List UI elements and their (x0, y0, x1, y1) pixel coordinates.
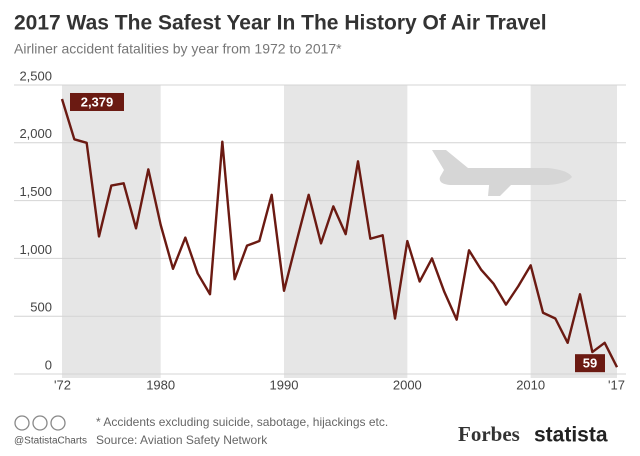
license-icons (14, 415, 66, 431)
x-tick-label: '72 (54, 377, 71, 392)
x-tick-label: 1980 (146, 377, 175, 392)
y-tick-label: 500 (30, 300, 52, 315)
value-label-box (70, 92, 124, 111)
brand-forbes: Forbes (458, 422, 520, 446)
source: Source: Aviation Safety Network (96, 433, 268, 447)
value-label: 59 (583, 356, 597, 371)
decade-band (530, 85, 617, 378)
y-tick-label: 0 (45, 357, 52, 372)
x-tick-label: 2000 (393, 377, 422, 392)
airplane-icon (432, 150, 572, 196)
x-tick-label: 2010 (516, 377, 545, 392)
x-tick-label: 1990 (270, 377, 299, 392)
y-tick-label: 1,000 (19, 242, 52, 257)
chart-title: 2017 Was The Safest Year In The History … (14, 12, 547, 35)
handle: @StatistaCharts (14, 436, 87, 447)
series-line (60, 98, 619, 368)
chart-subtitle: Airliner accident fatalities by year fro… (14, 41, 342, 57)
y-tick-label: 2,500 (19, 68, 52, 83)
bands (62, 85, 617, 378)
y-tick-label: 1,500 (19, 184, 52, 199)
value-label-box (575, 354, 605, 373)
footnote: * Accidents excluding suicide, sabotage,… (96, 415, 388, 429)
brand-statista: statista (534, 424, 608, 447)
value-label: 2,379 (81, 94, 114, 109)
x-tick-label: '17 (608, 377, 625, 392)
decade-band (62, 85, 161, 378)
grid: 0 500 1,000 1,500 2,000 2,500 '72 1980 1990 2000 2… (14, 68, 626, 392)
y-tick-label: 2,000 (19, 126, 52, 141)
plot: 2,379 59 (60, 92, 619, 373)
